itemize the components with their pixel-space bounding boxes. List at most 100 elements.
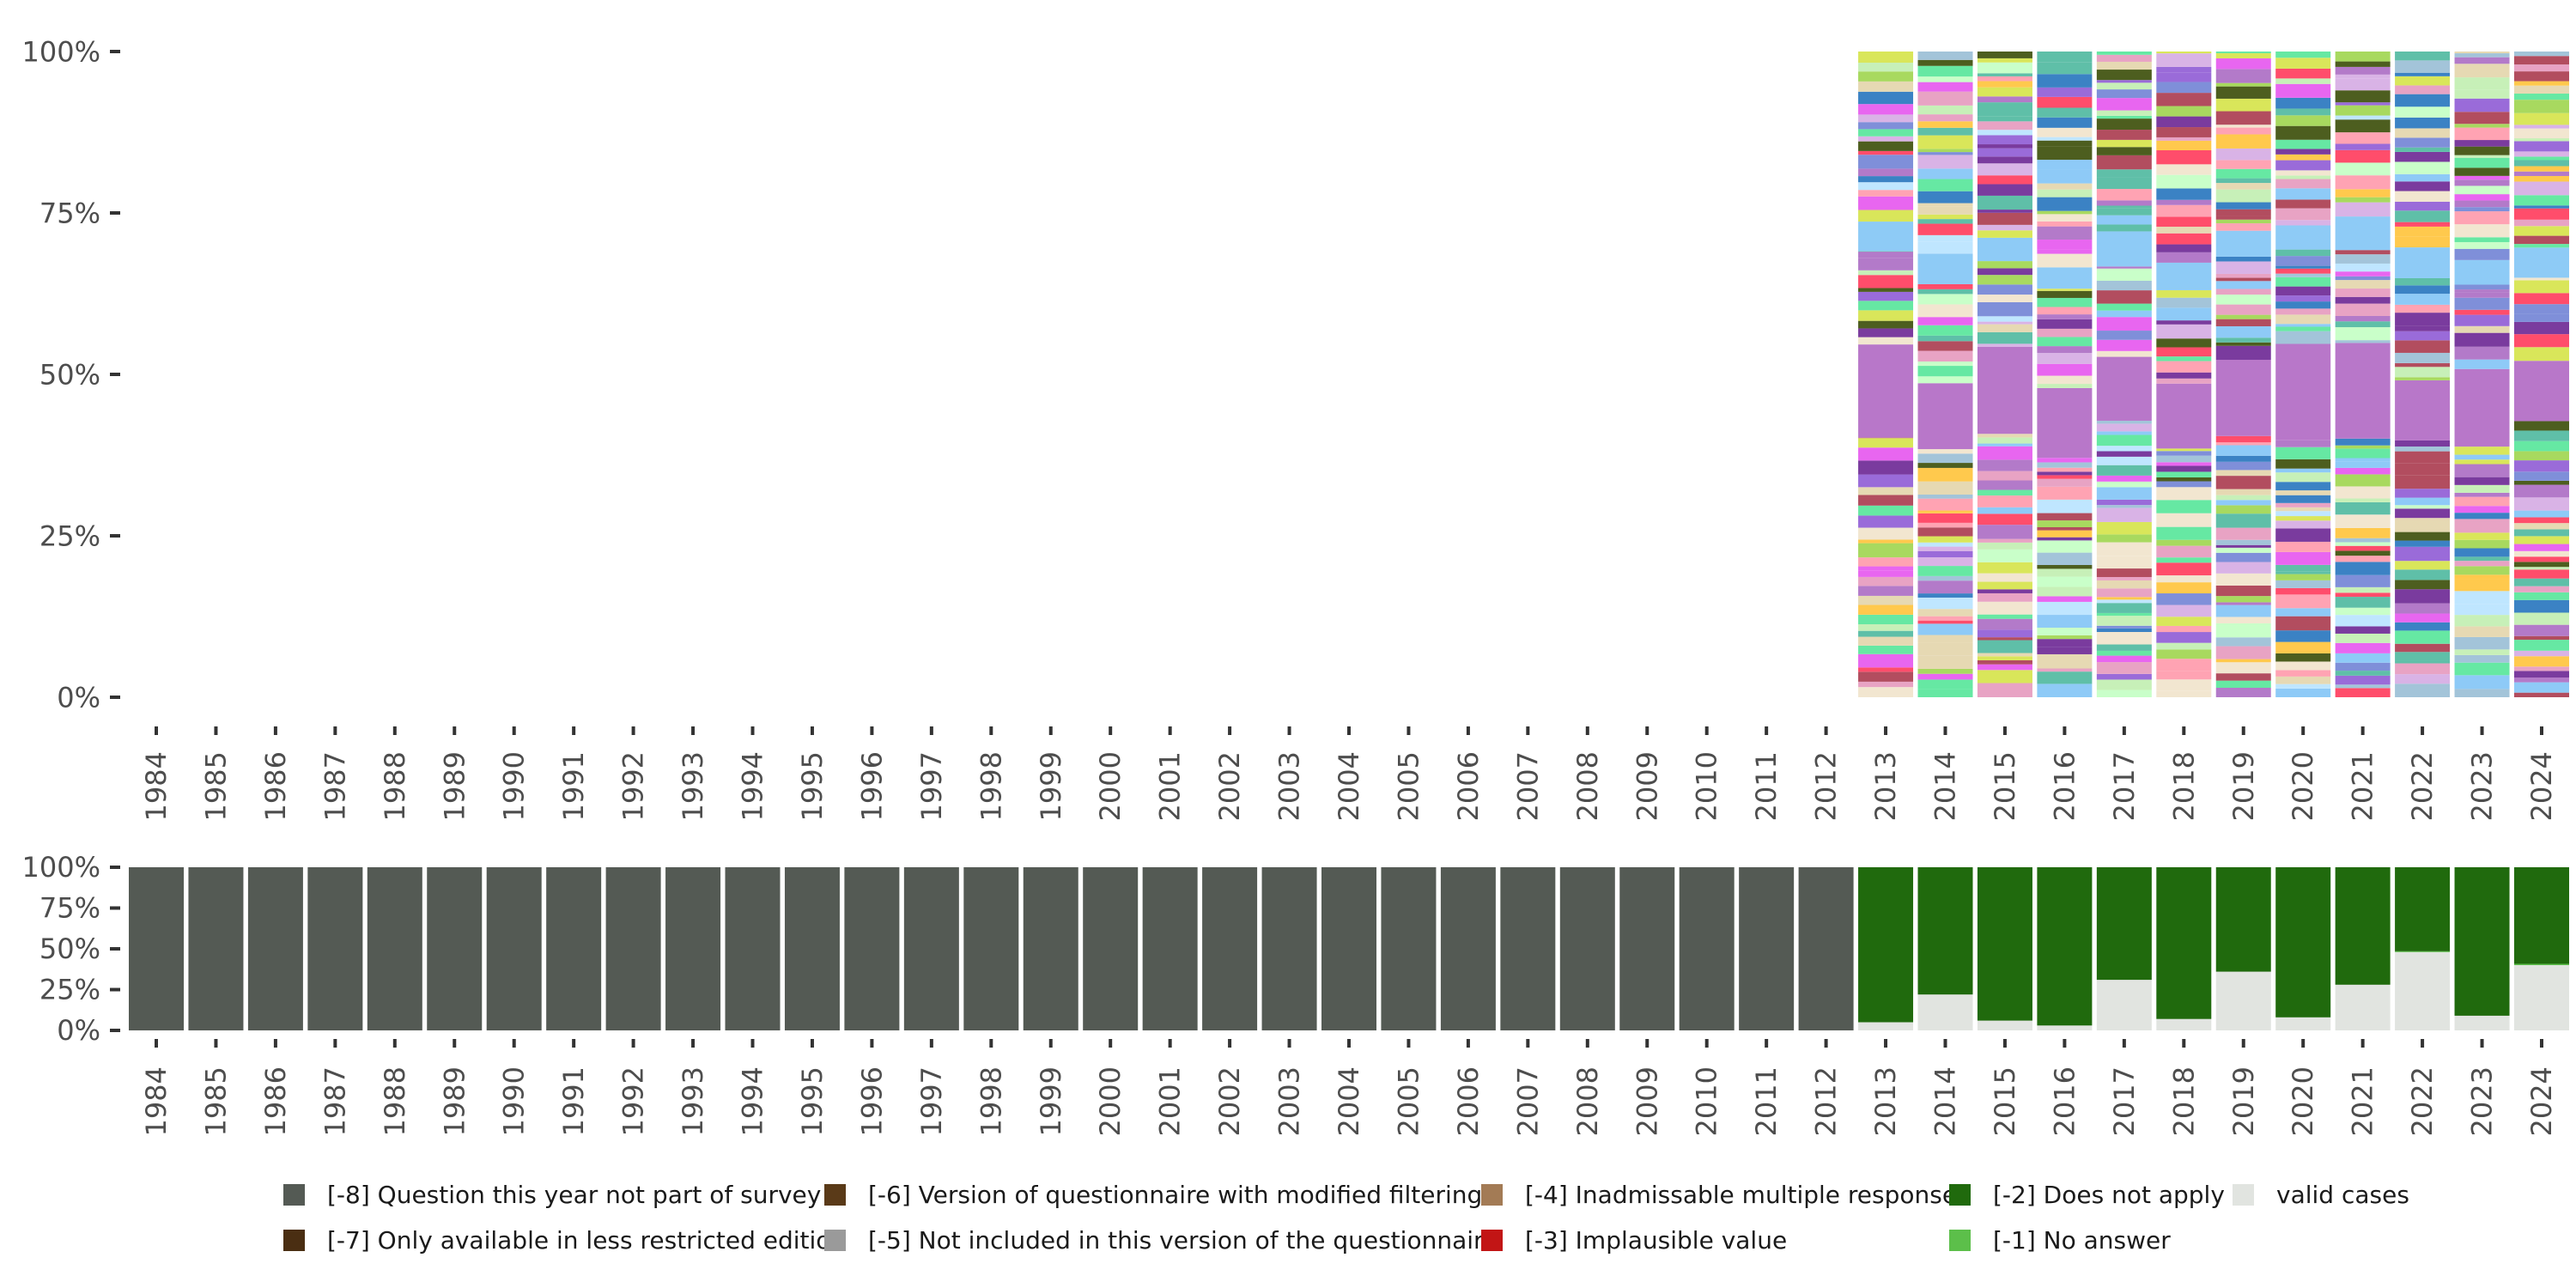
bar-segment xyxy=(2395,94,2451,107)
bar-segment xyxy=(2215,342,2271,346)
bar-segment xyxy=(2096,331,2152,340)
bar-segment xyxy=(2156,149,2212,165)
bar-segment xyxy=(1858,136,1914,142)
bar-segment xyxy=(1977,670,2032,683)
bar-segment xyxy=(2335,514,2391,528)
bar-segment xyxy=(2037,249,2093,254)
top-y-tick-label: 50% xyxy=(39,359,100,392)
bar-segment xyxy=(2156,378,2212,384)
bar-segment xyxy=(1858,91,1914,105)
bottom-x-tick-label: 1999 xyxy=(1035,1066,1067,1136)
bar-segment xyxy=(2096,580,2152,589)
bar-segment xyxy=(2335,574,2391,587)
bar-segment xyxy=(2454,292,2510,298)
bar-segment xyxy=(2514,156,2569,161)
bar-segment xyxy=(2215,261,2271,274)
bottom-y-tick-label: 100% xyxy=(22,851,100,884)
bar-segment xyxy=(2275,115,2331,126)
bar-segment xyxy=(2335,61,2391,67)
top-x-tick-label: 2001 xyxy=(1154,751,1187,821)
bar-segment xyxy=(2275,83,2331,98)
bar-segment xyxy=(2335,527,2391,538)
bar-segment xyxy=(1858,258,1914,270)
bar-segment xyxy=(1977,156,2032,164)
bar-segment xyxy=(2395,247,2451,278)
bar-segment xyxy=(2335,586,2391,593)
bar-segment xyxy=(2275,511,2331,517)
bar-segment xyxy=(2275,286,2331,296)
bar-segment xyxy=(2335,202,2391,217)
bar-segment xyxy=(2514,421,2569,431)
bar-segment xyxy=(2215,98,2271,112)
bar-segment xyxy=(1917,689,1973,697)
top-x-tick-label: 1996 xyxy=(855,751,888,821)
bar-segment xyxy=(2335,143,2391,150)
bar-segment xyxy=(2454,332,2510,347)
stacked-bar-2016 xyxy=(2037,52,2093,697)
bar-segment xyxy=(2096,690,2152,697)
bar-segment xyxy=(2514,497,2569,511)
bar-segment xyxy=(2275,160,2331,171)
bar-segment xyxy=(1977,195,2032,210)
bar-segment xyxy=(2215,527,2271,540)
stacked-bar-2013 xyxy=(1858,52,1914,697)
bar-segment xyxy=(2156,53,2212,67)
bar-segment xyxy=(2454,454,2510,460)
top-x-tick-label: 1993 xyxy=(677,751,709,821)
bar-segment xyxy=(2335,615,2391,627)
legend-label-q4: [-4] Inadmissable multiple response xyxy=(1525,1181,1958,1209)
bar-segment xyxy=(2215,314,2271,319)
bar-segment xyxy=(2514,544,2569,551)
bar-segment xyxy=(2514,334,2569,348)
bar-segment xyxy=(486,867,542,1030)
bar-segment xyxy=(2395,440,2451,447)
bar-segment xyxy=(2037,527,2093,531)
bar-segment xyxy=(2514,677,2569,683)
bar-segment xyxy=(1977,867,2032,1021)
bar-segment xyxy=(1917,522,1973,528)
bar-segment xyxy=(1858,460,1914,475)
bar-segment xyxy=(1917,513,1973,523)
bar-segment xyxy=(2395,304,2451,313)
bar-segment xyxy=(2156,347,2212,357)
bar-segment xyxy=(2156,671,2212,680)
bar-segment xyxy=(1977,301,2032,317)
bar-segment xyxy=(2096,356,2152,421)
bar-segment xyxy=(2275,154,2331,161)
bar-segment xyxy=(1977,443,2032,447)
bar-segment xyxy=(2215,461,2271,471)
bar-segment xyxy=(2096,208,2152,216)
bottom-x-tick-label: 1985 xyxy=(199,1066,232,1136)
bar-segment xyxy=(2454,867,2510,1016)
bar-segment xyxy=(2395,377,2451,380)
bar-segment xyxy=(2156,465,2212,472)
bar-segment xyxy=(1858,275,1914,289)
bottom-x-tick-label: 2010 xyxy=(1691,1066,1723,1136)
bar-segment xyxy=(1858,667,1914,672)
bar-segment xyxy=(2215,544,2271,548)
bar-segment xyxy=(2454,155,2510,158)
top-x-tick-label: 2009 xyxy=(1631,751,1663,821)
bar-segment xyxy=(1858,566,1914,571)
bar-segment xyxy=(2275,571,2331,574)
bar-segment xyxy=(2454,654,2510,663)
bar-segment xyxy=(2037,240,2093,250)
stacked-bar-2002 xyxy=(1202,867,1258,1030)
bar-segment xyxy=(1977,614,2032,619)
bottom-x-tick-label: 1989 xyxy=(438,1066,471,1136)
bar-segment xyxy=(1917,623,1973,635)
bar-segment xyxy=(2335,642,2391,653)
bar-segment xyxy=(2215,223,2271,231)
stacked-bar-2022 xyxy=(2395,52,2451,697)
stacked-bar-1984 xyxy=(129,867,184,1030)
bar-segment xyxy=(2156,632,2212,643)
bar-segment xyxy=(2395,447,2451,452)
bar-segment xyxy=(1917,206,1973,215)
bar-segment xyxy=(367,867,422,1030)
bar-segment xyxy=(2514,56,2569,65)
bar-segment xyxy=(1858,141,1914,151)
bar-segment xyxy=(2395,532,2451,541)
bar-segment xyxy=(2275,324,2331,327)
bar-segment xyxy=(2395,683,2451,697)
bar-segment xyxy=(2156,252,2212,263)
